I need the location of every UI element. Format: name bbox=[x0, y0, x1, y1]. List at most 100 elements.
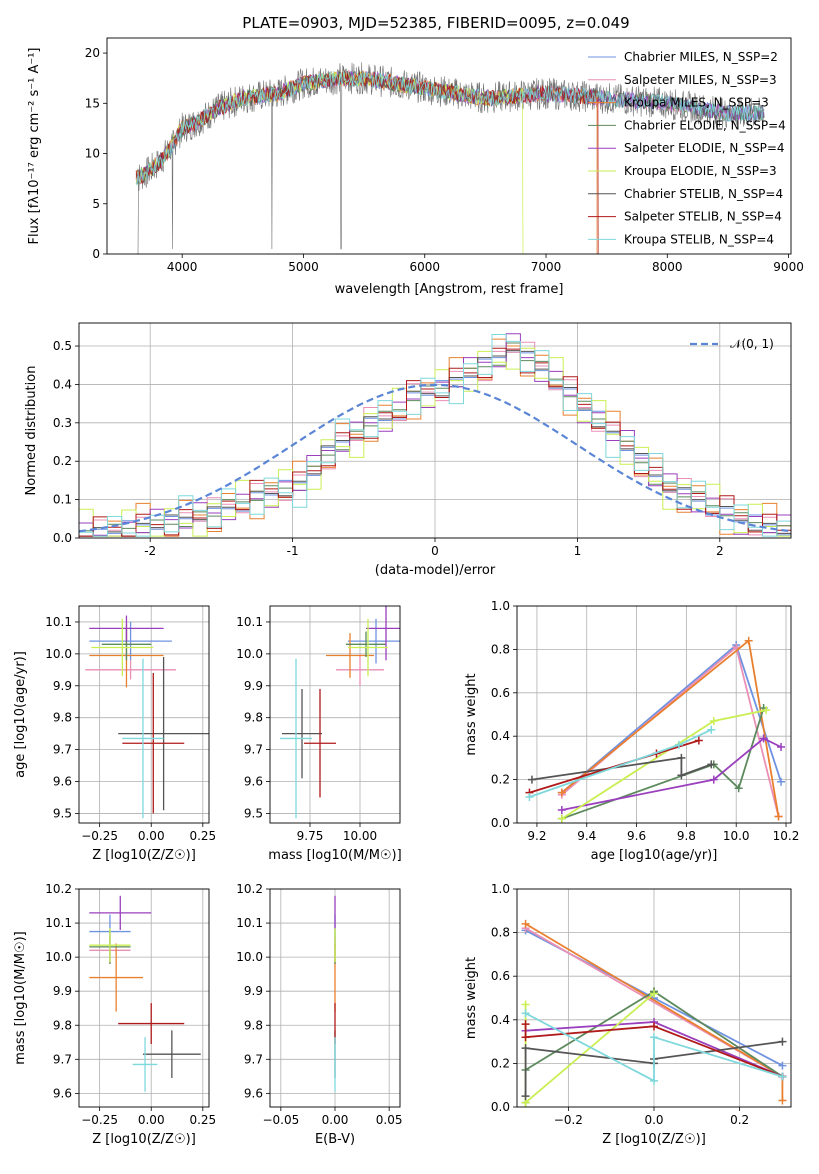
x-tick-label: 10.2 bbox=[773, 829, 800, 843]
legend-entry: Salpeter ELODIE, N_SSP=4 bbox=[624, 141, 785, 155]
x-tick-label: 0 bbox=[431, 544, 439, 558]
point-marker bbox=[557, 788, 566, 797]
x-tick-label: 0.2 bbox=[730, 1113, 749, 1127]
point-marker bbox=[521, 1020, 530, 1029]
errorbars-mass_age bbox=[280, 606, 400, 819]
point-marker bbox=[778, 1037, 787, 1046]
x-axis-label: Z [log10(Z/Z☉)] bbox=[92, 848, 196, 863]
point-marker bbox=[650, 1076, 658, 1085]
x-axis-label: mass [log10(M/M☉)] bbox=[268, 848, 401, 863]
series-line bbox=[525, 1012, 783, 1083]
x-tick-label: 9.6 bbox=[627, 829, 646, 843]
point-marker bbox=[762, 706, 771, 715]
y-axis-label: mass weight bbox=[464, 673, 479, 755]
y-tick-label: 20 bbox=[85, 46, 100, 60]
series-line bbox=[561, 737, 782, 811]
x-tick-label: −0.2 bbox=[554, 1113, 583, 1127]
x-tick-label: 2 bbox=[716, 544, 724, 558]
x-tick-label: 8000 bbox=[652, 260, 683, 274]
y-axis-label: Normed distribution bbox=[24, 366, 39, 496]
x-tick-label: 0.0 bbox=[644, 1113, 663, 1127]
y-tick-label: 9.6 bbox=[244, 1086, 263, 1100]
y-tick-label: 9.7 bbox=[244, 743, 263, 757]
y-tick-label: 9.6 bbox=[53, 775, 72, 789]
figure-title: PLATE=0903, MJD=52385, FIBERID=0095, z=0… bbox=[242, 14, 629, 32]
model-line-kroupa-stelib bbox=[135, 70, 764, 187]
y-axis-label: Flux [fλ10⁻¹⁷ erg cm⁻² s⁻¹ A⁻¹] bbox=[27, 48, 42, 245]
point-marker bbox=[694, 736, 703, 745]
y-tick-label: 1.0 bbox=[491, 882, 510, 896]
y-tick-label: 0 bbox=[92, 247, 100, 261]
series-line bbox=[531, 756, 712, 781]
point-marker bbox=[778, 1072, 787, 1081]
y-tick-label: 9.5 bbox=[244, 806, 263, 820]
y-tick-label: 0.0 bbox=[491, 816, 510, 830]
y-tick-label: 1.0 bbox=[491, 599, 510, 613]
point-marker bbox=[759, 734, 768, 743]
series-age_weight bbox=[525, 636, 786, 823]
point-marker bbox=[778, 1096, 787, 1105]
y-tick-label: 0.2 bbox=[491, 1056, 510, 1070]
y-tick-label: 10.0 bbox=[45, 950, 72, 964]
point-marker bbox=[744, 636, 753, 645]
y-tick-label: 9.6 bbox=[244, 775, 263, 789]
y-tick-label: 15 bbox=[85, 96, 100, 110]
y-axis-label: mass weight bbox=[464, 957, 479, 1039]
point-marker bbox=[707, 725, 716, 734]
series-line bbox=[524, 992, 655, 1105]
y-axis-label: age [log10(age/yr)] bbox=[13, 651, 28, 778]
y-tick-label: 0.6 bbox=[491, 686, 510, 700]
point-marker bbox=[527, 775, 536, 784]
y-tick-label: 0.0 bbox=[491, 1100, 510, 1114]
y-tick-label: 9.7 bbox=[53, 743, 72, 757]
point-marker bbox=[778, 1061, 787, 1070]
x-axis-label: Z [log10(Z/Z☉)] bbox=[602, 1132, 706, 1147]
y-tick-label: 10.2 bbox=[45, 882, 72, 896]
y-tick-label: 10 bbox=[85, 147, 100, 161]
x-tick-label: -2 bbox=[144, 544, 156, 558]
y-tick-label: 0.1 bbox=[53, 493, 72, 507]
y-tick-label: 10.0 bbox=[236, 950, 263, 964]
y-axis-label: mass [log10(M/M☉)] bbox=[13, 931, 28, 1064]
y-tick-label: 0.4 bbox=[53, 377, 72, 391]
point-marker bbox=[650, 1033, 658, 1042]
series-line bbox=[561, 709, 767, 820]
frame-z_age bbox=[78, 605, 210, 824]
x-tick-label: 0.00 bbox=[138, 1113, 165, 1127]
x-tick-label: 9000 bbox=[773, 260, 804, 274]
x-tick-label: 9.8 bbox=[677, 829, 696, 843]
point-marker bbox=[557, 805, 566, 814]
point-marker bbox=[521, 1000, 530, 1009]
x-tick-label: −0.05 bbox=[262, 1113, 299, 1127]
y-tick-label: 10.1 bbox=[236, 615, 263, 629]
y-tick-label: 0.2 bbox=[491, 773, 510, 787]
y-tick-label: 9.9 bbox=[53, 984, 72, 998]
point-marker bbox=[677, 771, 686, 780]
x-axis-label: (data-model)/error bbox=[375, 563, 496, 578]
y-tick-label: 9.9 bbox=[53, 679, 72, 693]
x-tick-label: 0.00 bbox=[138, 829, 165, 843]
y-tick-label: 0.5 bbox=[53, 339, 72, 353]
point-marker bbox=[734, 784, 743, 793]
y-tick-label: 9.9 bbox=[244, 679, 263, 693]
legend-entry: Salpeter MILES, N_SSP=3 bbox=[624, 73, 777, 87]
legend-entry: Chabrier STELIB, N_SSP=4 bbox=[624, 187, 783, 201]
x-axis-label: age [log10(age/yr)] bbox=[591, 848, 718, 863]
x-tick-label: 10.0 bbox=[723, 829, 750, 843]
point-marker bbox=[521, 1009, 530, 1018]
point-marker bbox=[557, 814, 566, 823]
y-tick-label: 9.8 bbox=[53, 1018, 72, 1032]
y-tick-label: 9.5 bbox=[53, 806, 72, 820]
y-tick-label: 9.9 bbox=[244, 984, 263, 998]
point-marker bbox=[674, 740, 683, 749]
x-tick-label: 9.75 bbox=[297, 829, 324, 843]
x-axis-label: E(B-V) bbox=[315, 1132, 355, 1147]
y-tick-label: 0.4 bbox=[491, 1013, 510, 1027]
x-tick-label: 9.2 bbox=[527, 829, 546, 843]
x-tick-label: 1 bbox=[574, 544, 582, 558]
x-tick-label: 6000 bbox=[409, 260, 440, 274]
x-tick-label: 9.4 bbox=[577, 829, 596, 843]
x-tick-label: 0.25 bbox=[189, 1113, 216, 1127]
legend-entry: 𝒩(0, 1) bbox=[730, 337, 774, 351]
x-axis-label: Z [log10(Z/Z☉)] bbox=[92, 1132, 196, 1147]
